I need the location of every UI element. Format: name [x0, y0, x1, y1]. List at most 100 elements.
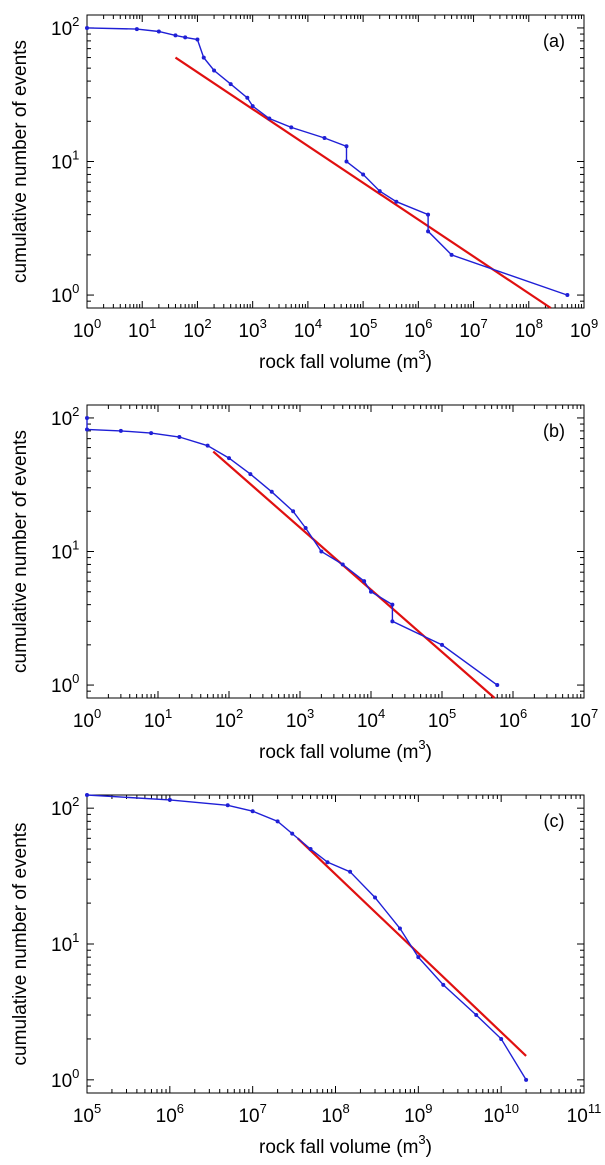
- data-point: [416, 955, 421, 960]
- x-axis-label: rock fall volume (m3): [259, 737, 432, 763]
- data-point: [228, 82, 233, 87]
- data-point: [85, 427, 89, 432]
- x-tick-label: 104: [294, 316, 322, 342]
- data-point: [85, 415, 89, 420]
- x-tick-label: 100: [73, 706, 101, 732]
- data-point: [201, 55, 206, 60]
- data-series-line: [86, 794, 527, 1081]
- panel-c: 105 106 107 108 109 1010 1011 100 101 102 (c) rock …: [10, 793, 601, 1158]
- y-tick-label: 101: [51, 930, 79, 956]
- data-point: [118, 428, 123, 433]
- data-point: [340, 562, 345, 567]
- data-point: [167, 797, 172, 802]
- data-point: [149, 431, 154, 436]
- data-point: [441, 982, 446, 987]
- panel-label: (c): [544, 811, 565, 831]
- data-point: [245, 95, 250, 100]
- y-tick-label: 102: [51, 404, 79, 430]
- data-point: [308, 847, 313, 852]
- data-point: [225, 803, 230, 808]
- x-tick-label: 102: [183, 316, 211, 342]
- y-tick-label: 100: [51, 281, 79, 307]
- fit-line: [212, 450, 496, 699]
- x-tick-label: 1011: [567, 1101, 602, 1127]
- data-point: [267, 116, 272, 121]
- x-tick-label: 107: [238, 1101, 266, 1127]
- data-point: [377, 189, 382, 194]
- x-tick-label: 103: [238, 316, 266, 342]
- data-point: [344, 159, 349, 164]
- data-point: [390, 602, 395, 607]
- x-tick-label: 105: [349, 316, 377, 342]
- x-tick-label: 106: [156, 1101, 184, 1127]
- data-point: [325, 860, 330, 865]
- data-point: [319, 549, 324, 554]
- data-point: [156, 29, 161, 34]
- y-tick-label: 102: [51, 794, 79, 820]
- data-point: [390, 619, 395, 624]
- x-tick-label: 108: [321, 1101, 349, 1127]
- data-point: [291, 509, 296, 514]
- x-axis-label: rock fall volume (m3): [259, 347, 432, 373]
- data-point: [248, 472, 253, 477]
- data-point: [499, 1036, 504, 1041]
- panel-b: 100 101 102 103 104 105 106 107 100 101 102 (b) rock…: [10, 404, 598, 763]
- data-point: [344, 144, 349, 149]
- x-tick-label: 104: [357, 706, 385, 732]
- plot-frame: [86, 14, 585, 309]
- x-tick-label: 105: [73, 1101, 101, 1127]
- data-point: [205, 443, 210, 448]
- data-point: [212, 68, 217, 73]
- data-point: [173, 33, 178, 38]
- x-tick-label: 103: [286, 706, 314, 732]
- data-point: [183, 35, 188, 40]
- data-point: [361, 172, 366, 177]
- data-point: [290, 831, 295, 836]
- data-point: [394, 199, 399, 204]
- x-tick-label: 109: [570, 316, 598, 342]
- data-point: [495, 683, 500, 688]
- data-point: [275, 819, 280, 824]
- data-point: [134, 27, 139, 32]
- plot-frame: [86, 794, 585, 1094]
- data-point: [269, 489, 274, 494]
- fit-line: [174, 56, 552, 309]
- data-point: [177, 434, 182, 439]
- data-point: [449, 252, 454, 257]
- y-tick-label: 100: [51, 671, 79, 697]
- data-point: [250, 809, 255, 814]
- panel-label: (b): [543, 421, 565, 441]
- x-tick-label: 109: [404, 1101, 432, 1127]
- panel-a: 100 101 102 103 104 105 106 107 108 109 100 101 102 (…: [10, 14, 598, 373]
- y-tick-label: 102: [51, 14, 79, 40]
- data-point: [426, 229, 431, 234]
- y-tick-label: 101: [51, 148, 79, 174]
- x-tick-label: 1010: [483, 1101, 519, 1127]
- x-tick-label: 102: [215, 706, 243, 732]
- x-tick-label: 107: [459, 316, 487, 342]
- data-point: [373, 895, 378, 900]
- x-tick-label: 101: [128, 316, 156, 342]
- plot-frame: [86, 404, 585, 699]
- data-point: [303, 525, 308, 530]
- x-tick-label: 100: [73, 316, 101, 342]
- x-tick-label: 106: [499, 706, 527, 732]
- data-point: [426, 212, 431, 217]
- y-axis-label: cumulative number of events: [10, 823, 31, 1066]
- y-axis-label: cumulative number of events: [10, 40, 31, 283]
- x-tick-label: 108: [515, 316, 543, 342]
- y-axis-label: cumulative number of events: [10, 430, 31, 673]
- x-tick-label: 101: [144, 706, 172, 732]
- data-point: [250, 104, 255, 109]
- data-point: [85, 25, 89, 30]
- data-point: [440, 642, 444, 647]
- data-point: [397, 926, 402, 931]
- data-series-line: [86, 27, 568, 296]
- x-tick-label: 107: [570, 706, 598, 732]
- data-point: [195, 37, 200, 42]
- data-point: [85, 793, 89, 797]
- x-tick-label: 106: [404, 316, 432, 342]
- data-point: [322, 135, 327, 140]
- data-point: [524, 1077, 529, 1082]
